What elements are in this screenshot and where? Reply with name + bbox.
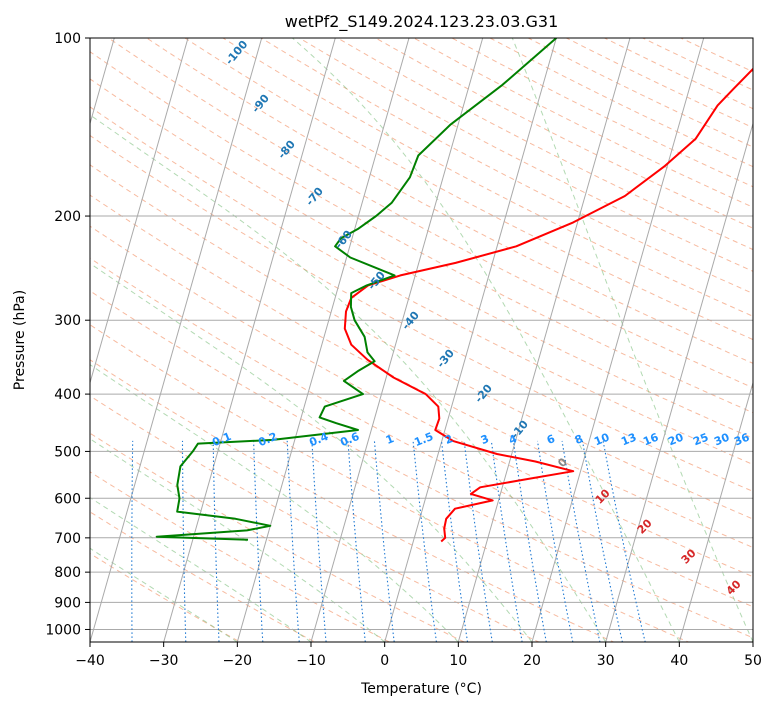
- y-tick-label: 500: [54, 444, 81, 460]
- plot-frame: [89, 37, 754, 643]
- series-layer: [155, 38, 753, 543]
- dry-adiabat-line: [90, 194, 753, 549]
- temperature-profile-line: [343, 67, 753, 543]
- chart-title: wetPf2_S149.2024.123.23.03.G31: [285, 12, 559, 32]
- axis-ticks: −40 −30 −20 −10 0 10 20 30 40 50 100 200 300 400 500 60…: [45, 31, 762, 669]
- x-tick-label: −10: [296, 653, 326, 669]
- x-tick-label: 30: [597, 653, 615, 669]
- mixing-ratio-line: [347, 440, 366, 642]
- moist-adiabat-line: [90, 262, 533, 642]
- x-tick-label: 40: [670, 653, 688, 669]
- isotherm-line: [90, 38, 189, 385]
- x-tick-label: −30: [149, 653, 179, 669]
- mixing-ratio-label: 10: [592, 431, 611, 449]
- mixing-ratio-label: 30: [712, 431, 731, 449]
- mixing-ratio-line: [286, 440, 300, 642]
- isotherm-line: [531, 38, 705, 642]
- x-tick-label: −20: [223, 653, 253, 669]
- mixing-ratio-label: 3: [479, 432, 491, 447]
- mixing-ratio-line: [512, 440, 547, 642]
- isotherm-line: [384, 38, 557, 642]
- y-axis-label: Pressure (hPa): [12, 290, 28, 390]
- dry-adiabat-line: [90, 225, 753, 578]
- mixing-ratio-line: [463, 440, 493, 642]
- mixing-ratio-line: [412, 440, 437, 642]
- dry-adiabat-line: [90, 395, 540, 642]
- dry-adiabat-line: [90, 471, 391, 642]
- y-tick-label: 200: [54, 209, 81, 225]
- y-tick-label: 300: [54, 313, 81, 329]
- dry-adiabat-line: [90, 290, 753, 639]
- isotherm-line: [90, 38, 263, 642]
- isotherm-line: [605, 121, 753, 642]
- mixing-ratio-line: [131, 440, 134, 642]
- dry-adiabat-line: [90, 51, 753, 414]
- moist-adiabat-line: [292, 38, 680, 642]
- isotherm-line: [457, 38, 631, 642]
- mixing-ratio-line: [490, 440, 523, 642]
- isotherm-line: [310, 38, 484, 642]
- mixing-ratio-line: [373, 440, 395, 642]
- y-tick-label: 600: [54, 491, 81, 507]
- y-tick-label: 100: [54, 31, 81, 47]
- dry-adiabat-line: [90, 106, 753, 466]
- dry-adiabat-line: [222, 38, 753, 317]
- y-tick-label: 700: [54, 531, 81, 547]
- dry-adiabat-line: [107, 38, 753, 389]
- isotherm-line: [678, 380, 753, 642]
- dry-adiabat-line: [183, 38, 753, 341]
- mixing-ratio-line: [181, 440, 187, 642]
- mixing-ratio-label: 20: [666, 431, 685, 449]
- mixing-ratio-line: [440, 440, 469, 642]
- isotherm-line: [752, 640, 753, 642]
- mixing-ratio-label: 1: [384, 432, 396, 447]
- mixing-ratio-line: [253, 440, 264, 642]
- moist-adiabat-line: [90, 114, 607, 642]
- mixing-ratio-line: [212, 440, 220, 642]
- dry-adiabat-line: [90, 432, 466, 642]
- mixing-ratio-line: [311, 440, 327, 642]
- x-tick-label: −40: [75, 653, 105, 669]
- mixing-ratio-line: [82, 441, 86, 654]
- mixing-ratio-label: 16: [641, 431, 660, 449]
- background-lines: [82, 38, 753, 654]
- x-tick-label: 10: [449, 653, 467, 669]
- mixing-ratio-label: 25: [691, 431, 710, 449]
- x-axis-label: Temperature (°C): [360, 681, 482, 697]
- dewpoint-profile-line: [155, 38, 557, 541]
- isotherm-line: [163, 38, 336, 642]
- mixing-ratio-label: 8: [573, 432, 585, 447]
- x-tick-label: 0: [380, 653, 389, 669]
- mixing-ratio-label: 13: [619, 431, 638, 449]
- y-tick-label: 400: [54, 387, 81, 403]
- y-tick-label: 1000: [45, 622, 81, 638]
- moist-adiabat-line: [511, 38, 753, 642]
- mixing-ratio-label: 36: [732, 431, 751, 449]
- isotherm-line: [236, 38, 410, 642]
- dry-adiabat-line: [90, 359, 615, 642]
- y-tick-label: 800: [54, 565, 81, 581]
- y-tick-label: 900: [54, 595, 81, 611]
- dry-adiabat-line: [90, 164, 753, 520]
- plot-area: [90, 38, 753, 642]
- x-tick-label: 20: [523, 653, 541, 669]
- x-tick-label: 50: [744, 653, 762, 669]
- mixing-ratio-label: 2: [443, 432, 455, 447]
